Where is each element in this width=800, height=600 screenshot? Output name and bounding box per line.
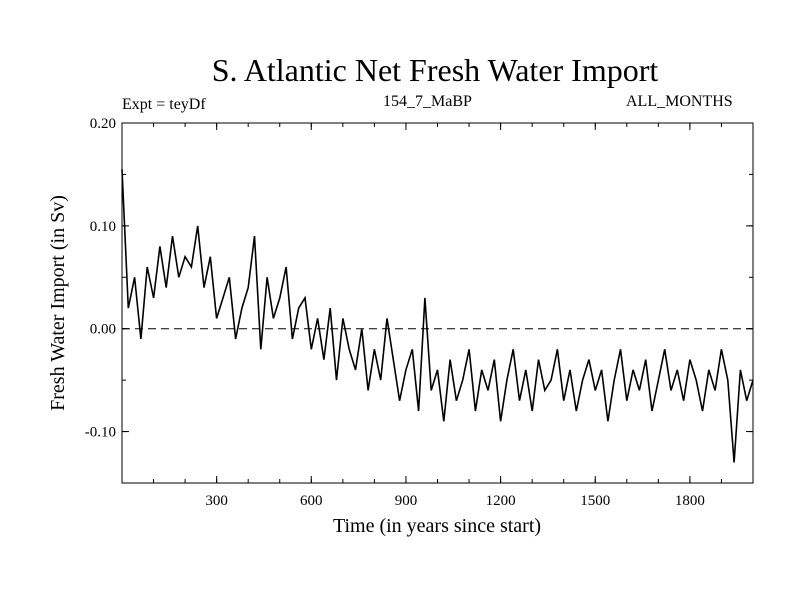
x-tick-label: 1500 xyxy=(580,493,610,509)
x-axis-label: Time (in years since start) xyxy=(333,515,541,537)
series-line xyxy=(121,169,754,463)
y-tick-label: 0.10 xyxy=(90,219,116,235)
experiment-label: Expt = teyDf xyxy=(122,96,206,113)
x-tick-label: 600 xyxy=(300,493,323,509)
x-tick-label: 900 xyxy=(395,493,418,509)
x-tick-label: 1200 xyxy=(486,493,516,509)
run-label: 154_7_MaBP xyxy=(383,93,472,110)
y-tick-label: -0.10 xyxy=(85,425,116,441)
y-tick-label: 0.00 xyxy=(90,322,116,338)
months-label: ALL_MONTHS xyxy=(626,93,733,110)
plot-frame xyxy=(121,122,754,484)
y-axis-label: Fresh Water Import (in Sv) xyxy=(47,195,69,411)
x-tick-label: 300 xyxy=(205,493,228,509)
y-tick-label: 0.20 xyxy=(90,116,116,132)
x-tick-label: 1800 xyxy=(675,493,705,509)
chart-title: S. Atlantic Net Fresh Water Import xyxy=(211,52,659,88)
